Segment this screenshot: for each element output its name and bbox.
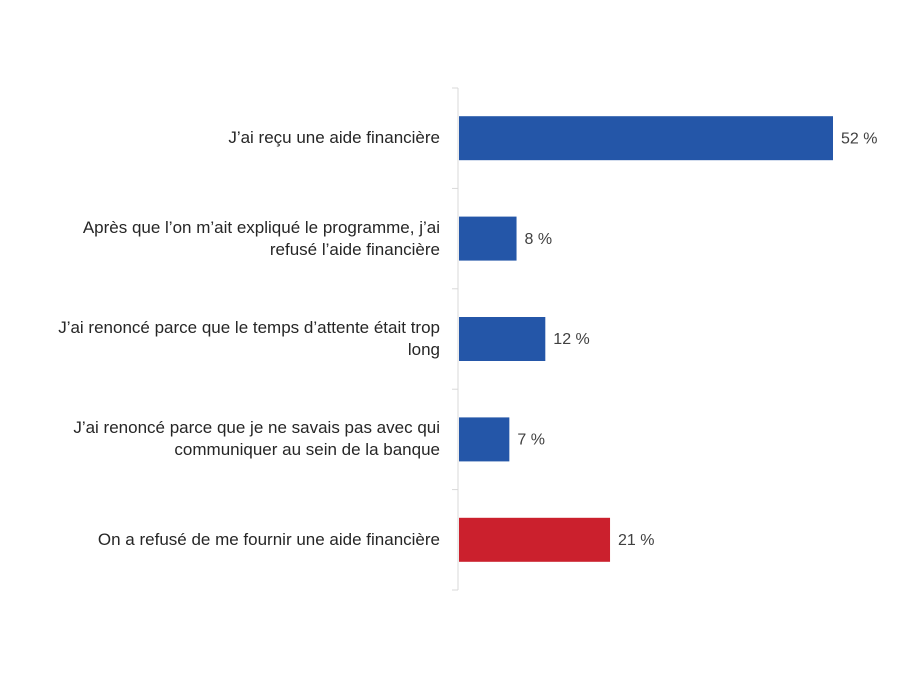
value-label: 8 % [525, 231, 553, 248]
category-label: On a refusé de me fournir une aide finan… [97, 529, 440, 549]
value-label: 52 % [841, 130, 877, 147]
category-label: J’ai reçu une aide financière [228, 128, 440, 148]
bar [459, 116, 833, 161]
category-label: J’ai renoncé parce que je ne savais pas … [73, 418, 440, 460]
bar [459, 517, 611, 562]
value-label: 21 % [618, 532, 654, 549]
bar [459, 216, 517, 261]
value-label: 7 % [517, 432, 545, 449]
category-label: Après que l’on m’ait expliqué le program… [82, 217, 440, 259]
value-label: 12 % [553, 331, 589, 348]
category-label: J’ai renoncé parce que le temps d’attent… [58, 318, 440, 359]
bar [459, 317, 546, 361]
bar [459, 417, 510, 462]
